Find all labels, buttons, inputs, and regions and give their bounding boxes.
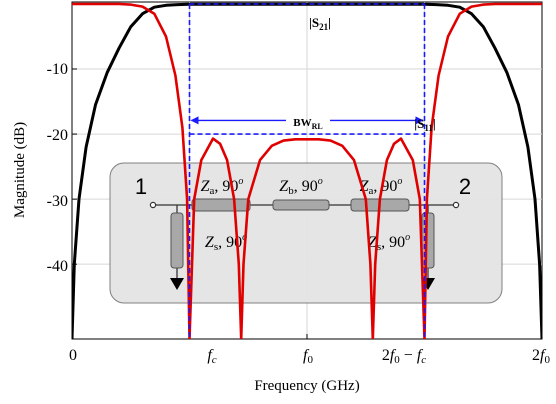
y-tick-label: -40 xyxy=(47,258,68,275)
y-tick-label: -30 xyxy=(47,193,68,210)
s21-curve xyxy=(72,2,542,339)
za-right-label: Za, 90o xyxy=(360,176,403,197)
zb-label: Zb, 90o xyxy=(279,176,322,197)
port2-label: 2 xyxy=(459,174,471,199)
x-axis-label: Frequency (GHz) xyxy=(254,378,359,394)
y-tick-label: -20 xyxy=(47,127,68,144)
ground-left-icon xyxy=(170,278,184,290)
bw-arrow-right-head xyxy=(415,116,424,125)
port2-terminal xyxy=(452,201,460,209)
circuit-inset: 1 2 Za, 90o Zb, 90o Za, 90o Zs, 90o Zs, … xyxy=(109,162,503,304)
y-tick-label: -10 xyxy=(47,61,68,78)
za-left-line xyxy=(191,198,251,212)
y-axis-label: Magnitude (dB) xyxy=(12,122,28,218)
za-left-label: Za, 90o xyxy=(201,176,244,197)
curves-group xyxy=(72,2,542,339)
x-tick-label-0: 0 xyxy=(69,347,77,364)
zs-left-stub xyxy=(170,212,184,269)
x-tick-label-2f0: 2f0 xyxy=(532,347,550,366)
zs-right-label: Zs, 90o xyxy=(368,232,410,253)
port1-terminal xyxy=(149,201,157,209)
s11-curve xyxy=(72,2,542,339)
zs-left-label: Zs, 90o xyxy=(205,232,247,253)
x-tick-label-fc: fc xyxy=(207,347,216,366)
port1-label: 1 xyxy=(135,174,147,199)
bw-arrow-left-head xyxy=(190,116,199,125)
inset-box xyxy=(109,162,503,304)
bandwidth-markers xyxy=(188,3,426,339)
zb-line xyxy=(272,199,330,211)
x-tick-label-2f0-fc: 2f0 − fc xyxy=(382,347,426,366)
x-tick-label-f0: f0 xyxy=(303,347,313,366)
